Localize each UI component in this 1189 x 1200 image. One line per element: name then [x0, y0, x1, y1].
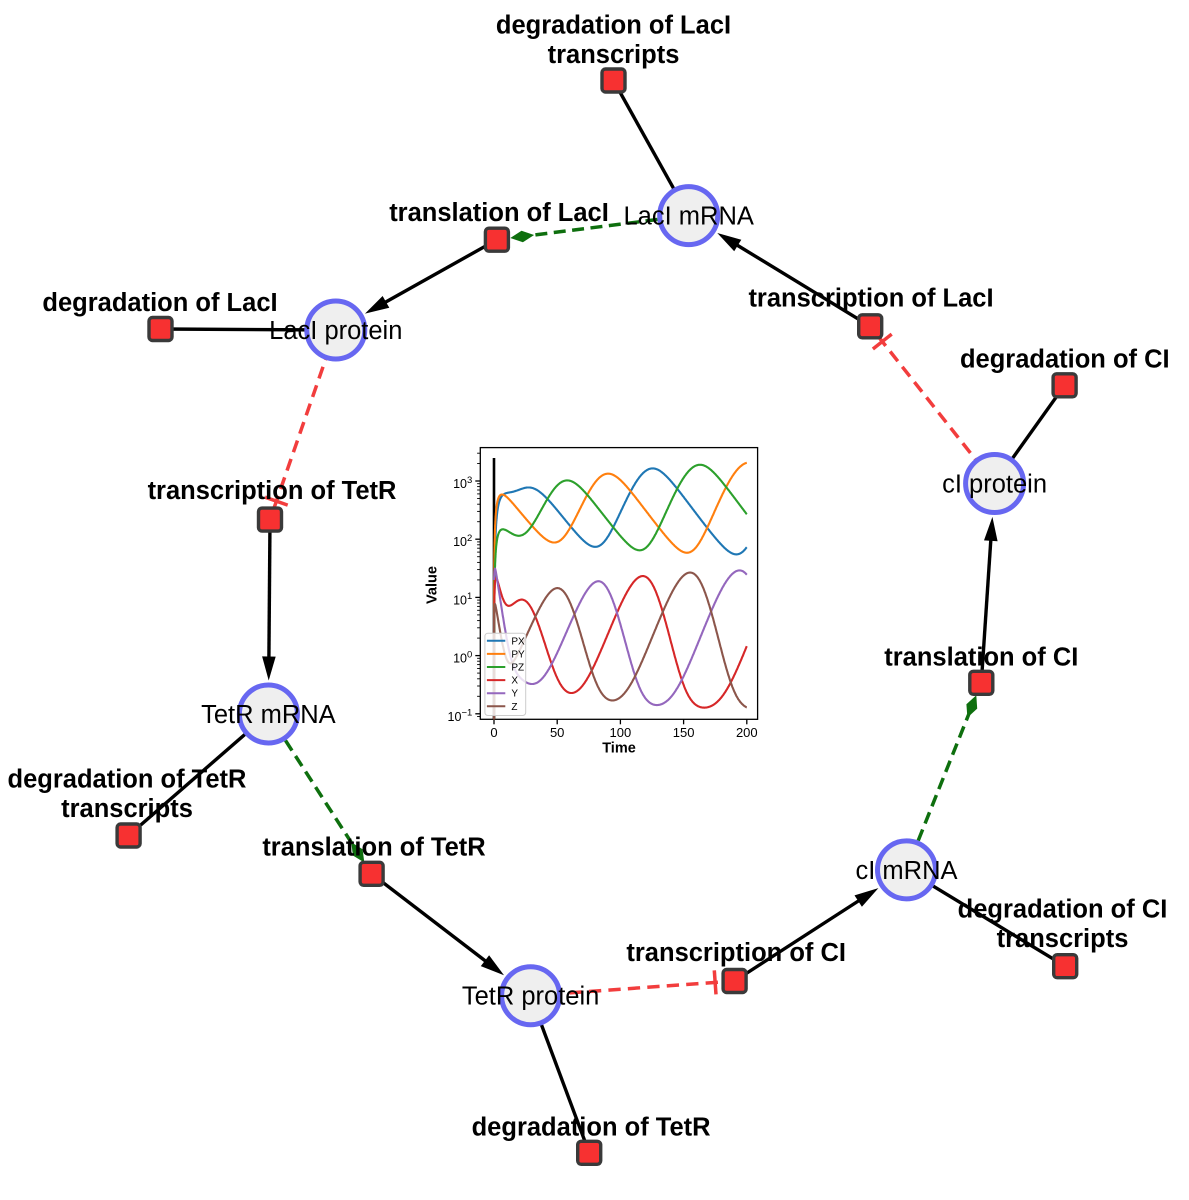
svg-text:100: 100	[610, 725, 632, 740]
svg-text:Y: Y	[511, 689, 518, 700]
svg-text:translation of CI: translation of CI	[884, 643, 1078, 671]
svg-text:translation of LacI: translation of LacI	[389, 199, 609, 227]
svg-text:PY: PY	[511, 649, 525, 660]
svg-text:PX: PX	[511, 636, 525, 647]
svg-text:TetR mRNA: TetR mRNA	[201, 701, 336, 729]
svg-text:50: 50	[550, 725, 564, 740]
svg-text:LacI mRNA: LacI mRNA	[624, 203, 754, 231]
svg-text:Z: Z	[511, 702, 517, 713]
svg-text:X: X	[511, 676, 518, 687]
svg-text:cI protein: cI protein	[942, 471, 1047, 499]
svg-text:degradation of TetR: degradation of TetR	[8, 766, 247, 794]
svg-text:transcripts: transcripts	[548, 41, 680, 69]
svg-text:degradation of LacI: degradation of LacI	[496, 12, 731, 40]
svg-text:cI mRNA: cI mRNA	[856, 857, 958, 885]
svg-text:degradation of TetR: degradation of TetR	[472, 1114, 711, 1142]
svg-text:LacI protein: LacI protein	[269, 317, 402, 345]
svg-text:0: 0	[490, 725, 497, 740]
svg-text:transcription of TetR: transcription of TetR	[148, 477, 397, 505]
svg-text:transcription of CI: transcription of CI	[626, 939, 846, 967]
svg-text:transcripts: transcripts	[61, 795, 193, 823]
svg-text:transcripts: transcripts	[997, 925, 1129, 953]
svg-text:degradation of LacI: degradation of LacI	[42, 289, 277, 317]
svg-text:PZ: PZ	[511, 663, 524, 674]
svg-text:TetR protein: TetR protein	[462, 983, 600, 1011]
svg-text:150: 150	[673, 725, 695, 740]
svg-text:Time: Time	[602, 741, 636, 757]
svg-text:transcription of LacI: transcription of LacI	[748, 285, 993, 313]
svg-text:degradation of CI: degradation of CI	[960, 345, 1170, 373]
svg-text:Value: Value	[425, 566, 441, 604]
svg-text:degradation of CI: degradation of CI	[958, 896, 1168, 924]
svg-text:200: 200	[736, 725, 758, 740]
svg-text:translation of TetR: translation of TetR	[262, 834, 485, 862]
